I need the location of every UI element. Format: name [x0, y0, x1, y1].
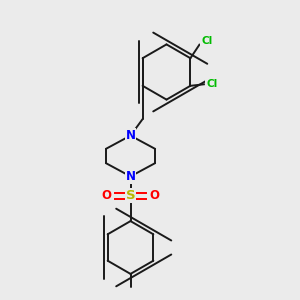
Text: O: O — [150, 189, 160, 203]
Text: Cl: Cl — [206, 79, 217, 89]
Text: S: S — [126, 189, 135, 203]
Text: Cl: Cl — [201, 36, 212, 46]
Text: N: N — [125, 129, 136, 142]
Text: O: O — [101, 189, 111, 203]
Text: N: N — [125, 170, 136, 183]
